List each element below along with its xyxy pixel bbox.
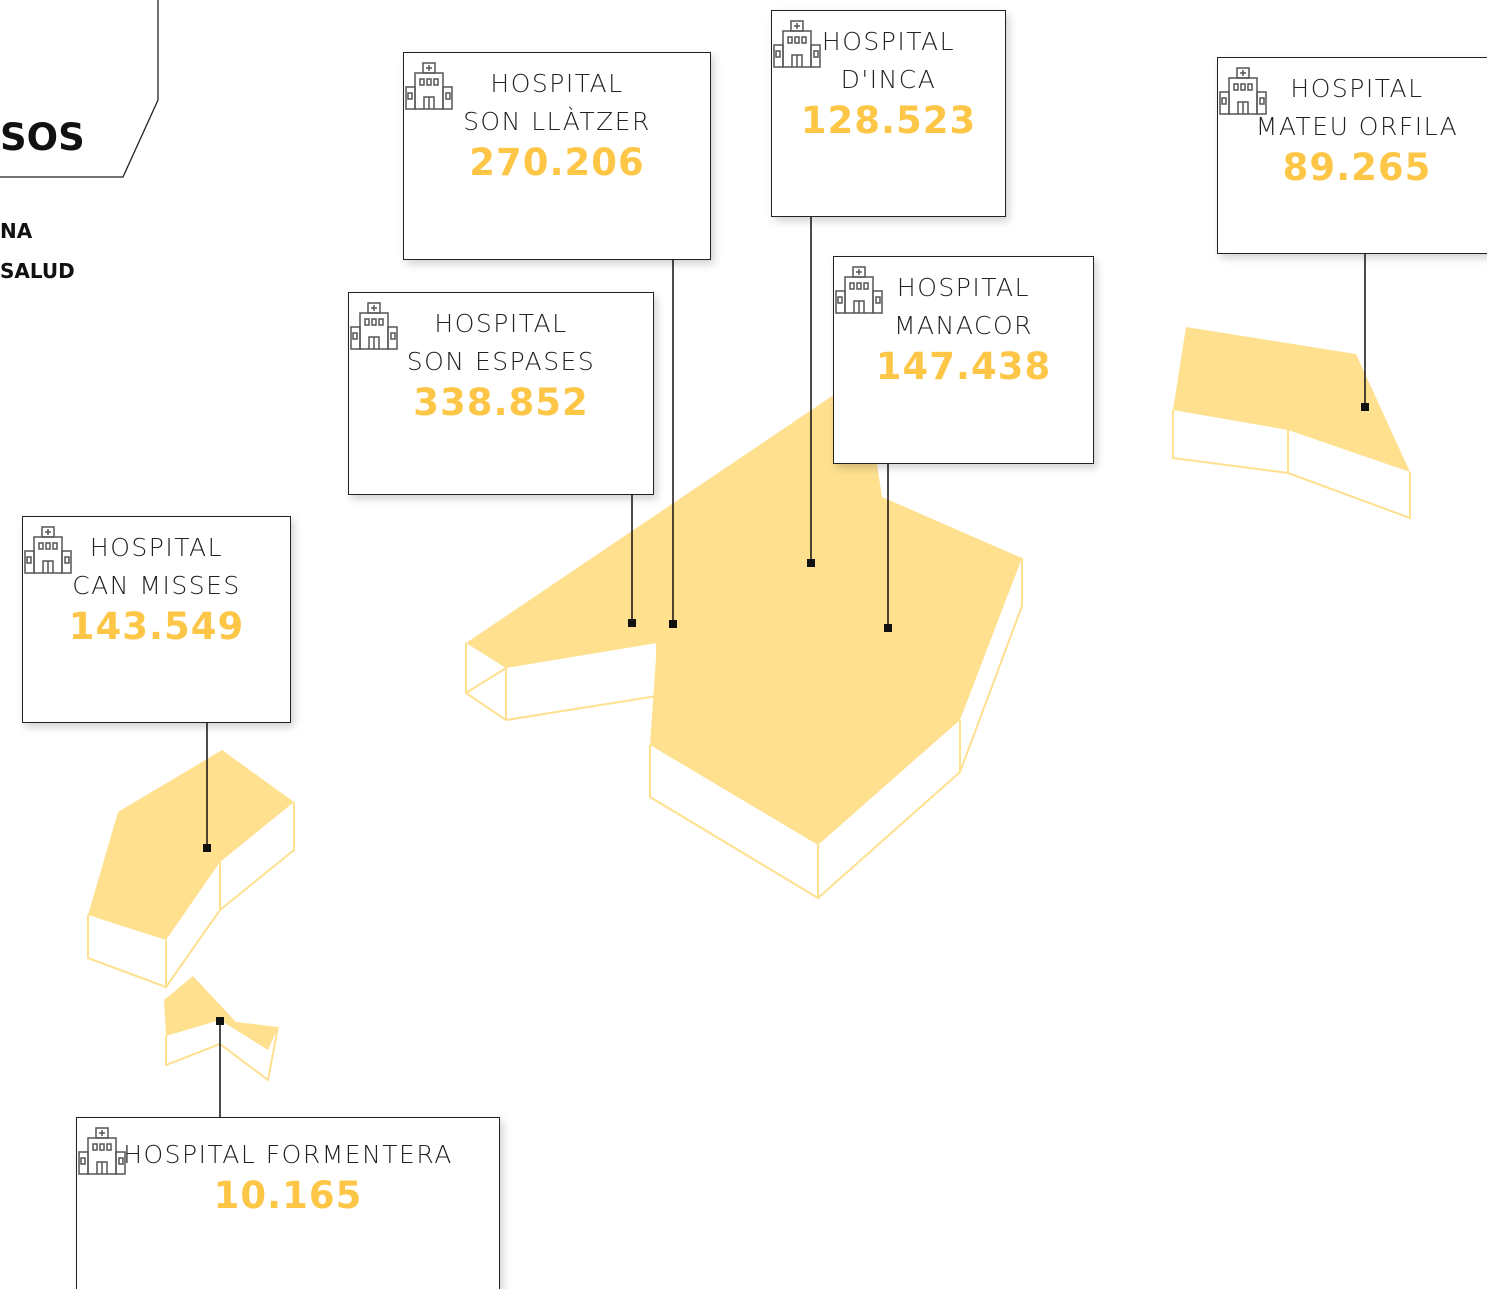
formentera <box>164 976 278 1050</box>
ibiza <box>88 750 294 940</box>
hospital-name: HOSPITAL <box>1290 74 1424 103</box>
hospital-value: 147.438 <box>875 345 1052 388</box>
header-title: SOS <box>0 116 85 159</box>
hospital-value: 338.852 <box>413 381 589 424</box>
hospital-icon <box>350 302 398 350</box>
hospital-name: D'INCA <box>840 65 937 94</box>
location-marker <box>1361 403 1369 411</box>
location-marker <box>884 624 892 632</box>
hospital-icon <box>773 20 821 68</box>
hospital-name: CAN MISSES <box>72 571 241 600</box>
hospital-name: HOSPITAL <box>490 69 624 98</box>
hospital-name: MATEU ORFILA <box>1255 112 1459 141</box>
hospital-name: HOSPITAL <box>896 273 1031 302</box>
hospital-name: SON LLÀTZER <box>463 107 651 136</box>
hospital-name: SON ESPASES <box>406 347 596 376</box>
location-marker <box>203 844 211 852</box>
hospital-card: HOSPITAL SON LLÀTZER 270.206 <box>403 52 711 260</box>
hospital-name: HOSPITAL FORMENTERA <box>123 1140 453 1169</box>
leaders <box>203 217 1369 1117</box>
hospital-value: 89.265 <box>1282 146 1432 189</box>
location-marker <box>628 619 636 627</box>
mallorca <box>466 392 1022 845</box>
location-marker <box>669 620 677 628</box>
header-frame <box>0 0 159 178</box>
islands <box>88 327 1410 1050</box>
hospital-icon <box>405 62 453 110</box>
location-marker <box>807 559 815 567</box>
header-line: NA <box>0 219 33 243</box>
hospital-name: HOSPITAL <box>821 27 956 56</box>
hospital-icon <box>1219 67 1267 115</box>
header-line: SALUD <box>0 259 75 283</box>
menorca <box>1173 327 1410 472</box>
hospital-icon <box>835 266 883 314</box>
hospital-card: HOSPITAL CAN MISSES 143.549 <box>22 516 291 723</box>
hospital-icon <box>24 526 72 574</box>
hospital-name: HOSPITAL <box>434 309 568 338</box>
hospital-card: HOSPITAL FORMENTERA 10.165 <box>76 1117 500 1289</box>
location-marker <box>216 1017 224 1025</box>
hospital-value: 10.165 <box>213 1174 363 1217</box>
hospital-icon <box>78 1127 126 1175</box>
hospital-name: HOSPITAL <box>89 533 224 562</box>
hospital-value: 128.523 <box>800 99 977 142</box>
hospital-value: 270.206 <box>469 141 645 184</box>
hospital-card: HOSPITAL SON ESPASES 338.852 <box>348 292 654 495</box>
island-extrusions <box>87 410 1411 1082</box>
hospital-card: HOSPITAL D'INCA 128.523 <box>771 10 1006 217</box>
hospital-card: HOSPITAL MATEU ORFILA 89.265 <box>1217 57 1487 254</box>
hospital-value: 143.549 <box>68 605 245 648</box>
hospital-card: HOSPITAL MANACOR 147.438 <box>833 256 1094 464</box>
hospital-name: MANACOR <box>893 311 1034 340</box>
